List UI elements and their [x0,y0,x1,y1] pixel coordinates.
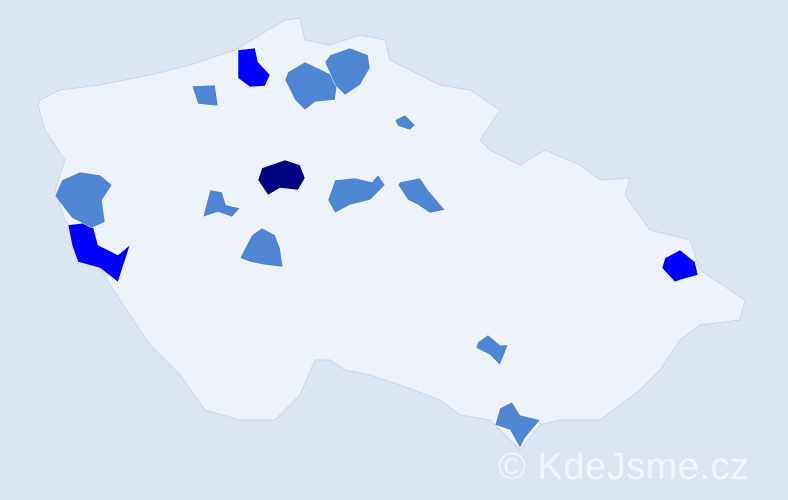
country-outline [37,17,746,451]
district-medium[interactable] [661,249,699,283]
district-high[interactable] [257,159,306,196]
district-low[interactable] [327,174,386,214]
district-low[interactable] [324,47,371,96]
district-low[interactable] [284,61,339,111]
district-low[interactable] [54,171,113,229]
district-low[interactable] [397,177,446,214]
district-low[interactable] [191,84,219,107]
district-low[interactable] [202,189,241,218]
district-low[interactable] [475,334,509,366]
watermark: © KdeJsme.cz [498,446,750,488]
district-low[interactable] [394,114,416,131]
district-low[interactable] [239,227,284,268]
district-low[interactable] [494,401,541,449]
district-medium[interactable] [237,47,271,88]
district-medium[interactable] [67,221,131,283]
